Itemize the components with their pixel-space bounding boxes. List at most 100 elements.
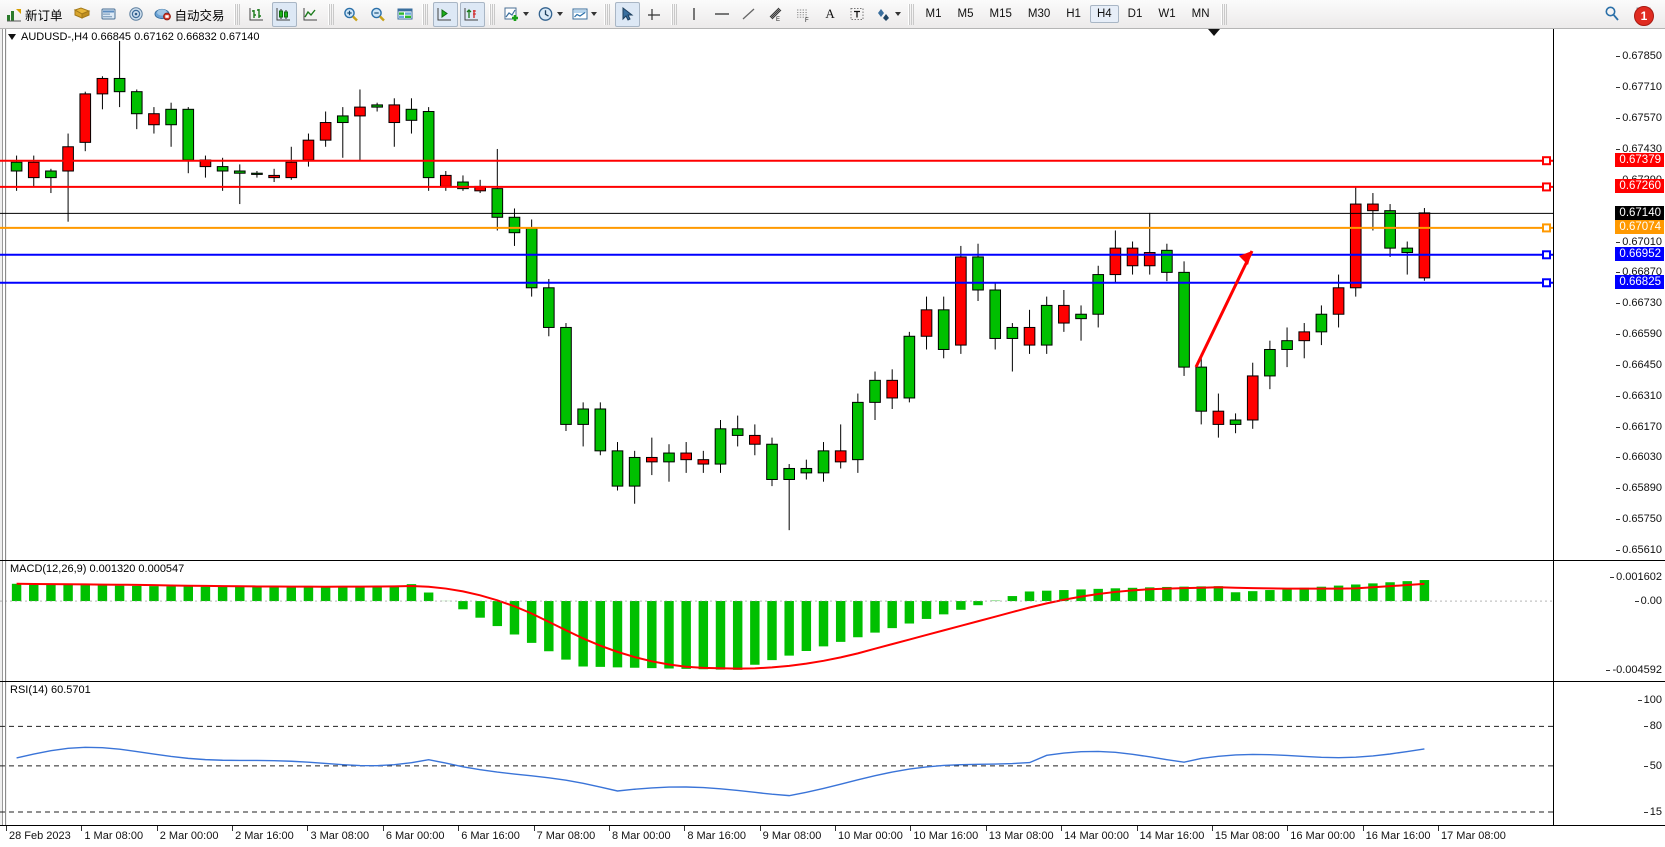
svg-text:F: F <box>805 18 809 22</box>
chevron-down-icon-3[interactable] <box>590 12 597 16</box>
time-tick <box>307 826 309 831</box>
time-tick <box>1438 826 1439 831</box>
indicators-icon <box>504 7 518 21</box>
toolbar-separator-7 <box>907 3 915 25</box>
timeframe-m1[interactable]: M1 <box>925 8 942 20</box>
rsi-plot <box>0 725 1553 813</box>
bar-chart-button[interactable] <box>245 2 270 27</box>
data-window-button[interactable] <box>393 2 418 27</box>
price-tag-resistance-1[interactable]: 0.67379 <box>1615 153 1664 168</box>
toolbar-separator-5 <box>603 3 611 25</box>
time-tick <box>684 826 686 831</box>
main-toolbar: 新订单 <box>0 0 1665 29</box>
timeframe-m30[interactable]: M30 <box>1027 8 1051 20</box>
indicators-button[interactable] <box>500 2 532 27</box>
time-label: 16 Mar 16:00 <box>1365 830 1431 842</box>
time-tick <box>1061 826 1063 831</box>
timeframe-w1[interactable]: W1 <box>1158 8 1176 20</box>
search-button[interactable] <box>1599 2 1624 27</box>
equidistant-channel-button[interactable]: E <box>764 2 789 27</box>
time-label: 8 Mar 16:00 <box>687 830 747 842</box>
time-label: 2 Mar 16:00 <box>235 830 294 842</box>
horizontal-line-button[interactable] <box>709 2 735 27</box>
price-tag-orange-level[interactable]: 0.67074 <box>1615 220 1664 235</box>
new-order-button[interactable]: 新订单 <box>3 2 68 27</box>
templates-button[interactable] <box>568 2 600 27</box>
rsi-tick: 80 <box>1643 720 1662 733</box>
shapes-button[interactable] <box>872 2 904 27</box>
timeframe-m15[interactable]: M15 <box>989 8 1012 20</box>
price-tag-last-price[interactable]: 0.67140 <box>1615 205 1664 220</box>
chart-shift-button[interactable] <box>432 1 458 27</box>
signals-button[interactable] <box>124 2 149 27</box>
auto-scroll-button[interactable] <box>459 1 485 27</box>
rsi-tick: 15 <box>1643 806 1662 818</box>
time-tick <box>382 826 384 831</box>
crosshair-icon <box>648 9 661 20</box>
autotrading-button[interactable]: 自动交易 <box>151 2 230 27</box>
macd-tick: -0.004592 <box>1606 664 1662 676</box>
zoom-out-button[interactable] <box>366 2 391 27</box>
time-tick <box>608 826 610 831</box>
price-tag-support-1[interactable]: 0.66952 <box>1615 247 1664 262</box>
pane-resize-handle[interactable] <box>0 29 7 560</box>
time-tick <box>533 826 535 831</box>
auto-scroll-icon <box>464 8 479 21</box>
time-label: 16 Mar 00:00 <box>1290 830 1356 842</box>
rsi-tick: 100 <box>1637 694 1662 706</box>
vertical-line-button[interactable] <box>682 2 707 27</box>
price-tick: 0.66310 <box>1616 389 1662 402</box>
macd-pane[interactable]: MACD(12,26,9) 0.001320 0.000547 0.001602… <box>0 560 1665 681</box>
timeframe-m5[interactable]: M5 <box>957 8 974 20</box>
timeframe-mn[interactable]: MN <box>1191 8 1210 20</box>
time-tick <box>232 826 234 831</box>
time-axis[interactable]: 28 Feb 2023 1 Mar 08:00 2 Mar 00:00 2 Mar 1… <box>0 825 1665 847</box>
timeframe-h1[interactable]: H1 <box>1066 8 1081 20</box>
timeframe-h4[interactable]: H4 <box>1089 5 1119 23</box>
chevron-down-icon-4[interactable] <box>894 12 901 16</box>
trendline-button[interactable] <box>737 2 762 27</box>
price-axis[interactable]: 0.678500.677100.675700.674300.672900.671… <box>1553 29 1665 560</box>
fibonacci-button[interactable]: F <box>791 2 816 27</box>
chevron-down-icon-2[interactable] <box>556 12 563 16</box>
price-tick: 0.66450 <box>1616 358 1662 371</box>
equidistant-channel-icon: E <box>769 7 782 22</box>
cursor-button[interactable] <box>614 1 640 27</box>
price-pane[interactable]: AUDUSD-,H4 0.66845 0.67162 0.66832 0.671… <box>0 29 1665 560</box>
line-chart-icon <box>303 8 318 21</box>
candlestick-chart-button[interactable] <box>271 1 297 27</box>
bar-chart-icon <box>249 8 264 21</box>
alerts-button[interactable]: 1 <box>1629 2 1661 27</box>
fibonacci-icon: F <box>797 9 809 22</box>
price-tick: 0.66590 <box>1616 328 1662 341</box>
price-tick: 0.66170 <box>1616 420 1662 433</box>
chevron-down-icon[interactable] <box>522 12 529 16</box>
time-tick <box>458 826 460 831</box>
terminal-button[interactable] <box>97 2 122 27</box>
chart-canvas-area[interactable]: AUDUSD-,H4 0.66845 0.67162 0.66832 0.671… <box>0 29 1665 847</box>
timeframe-d1[interactable]: D1 <box>1127 8 1143 20</box>
rsi-pane[interactable]: RSI(14) 60.5701 100 80 50 15 <box>0 681 1665 825</box>
time-tick <box>985 826 987 831</box>
toolbar-separator-8 <box>1220 3 1228 25</box>
time-label: 7 Mar 08:00 <box>536 830 596 842</box>
text-button[interactable]: A <box>818 2 843 27</box>
line-chart-button[interactable] <box>299 2 324 27</box>
macd-resize-handle[interactable] <box>0 561 7 681</box>
price-tag-support-2[interactable]: 0.66825 <box>1615 275 1664 290</box>
period-button[interactable] <box>534 2 566 27</box>
price-tick: 0.67430 <box>1616 142 1662 155</box>
zoom-in-button[interactable] <box>339 2 364 27</box>
toolbar-separator-4 <box>488 3 496 25</box>
text-label-button[interactable] <box>845 2 870 27</box>
rsi-label: RSI(14) 60.5701 <box>10 684 91 696</box>
folder-button[interactable] <box>70 2 95 27</box>
chart-collapse-icon[interactable] <box>8 34 16 40</box>
price-tag-resistance-2[interactable]: 0.67260 <box>1615 179 1664 194</box>
rsi-resize-handle[interactable] <box>0 682 7 825</box>
crosshair-button[interactable] <box>642 2 667 27</box>
price-tick: 0.66030 <box>1616 451 1662 464</box>
terminal-icon <box>101 8 116 20</box>
time-label: 14 Mar 16:00 <box>1139 830 1205 842</box>
